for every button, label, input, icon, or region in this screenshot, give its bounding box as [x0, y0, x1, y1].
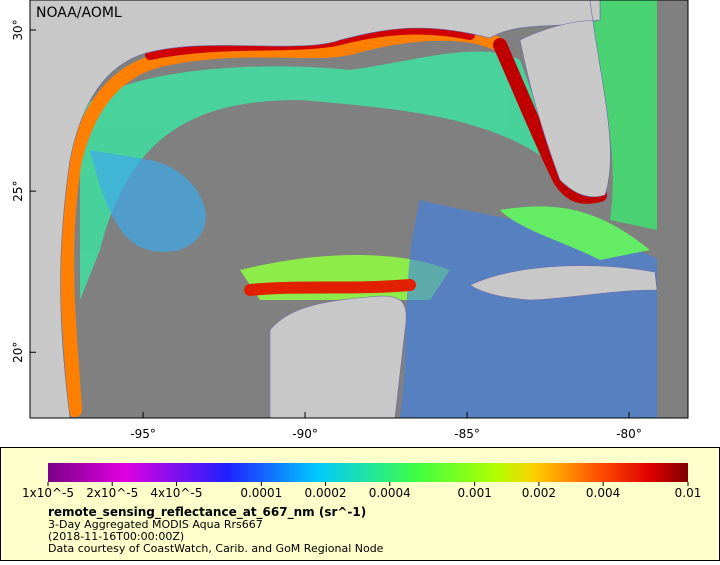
dataset: 3-Day Aggregated MODIS Aqua Rrs667	[48, 518, 263, 531]
credit: Data courtesy of CoastWatch, Carib. and …	[48, 542, 384, 555]
water-color	[80, 0, 660, 418]
colorbar-tick-label: 0.0004	[369, 486, 411, 500]
colorbar	[48, 463, 688, 482]
variable-name: remote_sensing_reflectance_at_667_nm (sr…	[48, 505, 366, 520]
colorbar-tick-label: 2x10^-5	[86, 486, 138, 500]
time: (2018-11-16T00:00:00Z)	[48, 530, 184, 543]
map-label: NOAA/AOML	[36, 5, 122, 21]
colorbar-tick-label: 0.002	[522, 486, 556, 500]
land	[30, 0, 688, 418]
colorbar-tick-label: 0.0001	[240, 486, 282, 500]
x-tick-label: -80°	[616, 427, 642, 441]
colorbar-tick-label: 4x10^-5	[150, 486, 202, 500]
colorbar-tick-label: 0.01	[675, 486, 702, 500]
colorbar-tick-label: 0.0002	[305, 486, 347, 500]
y-tick-label: 30°	[11, 19, 25, 40]
y-tick-label: 25°	[11, 180, 25, 201]
map-area: NOAA/AOML	[30, 0, 688, 418]
x-tick-label: -95°	[130, 427, 156, 441]
colorbar-tick-label: 1x10^-5	[22, 486, 74, 500]
x-tick-label: -90°	[292, 427, 318, 441]
colorbar-tick-label: 0.001	[457, 486, 491, 500]
y-tick-label: 20°	[11, 342, 25, 363]
x-tick-label: -85°	[454, 427, 480, 441]
map-frame	[29, 0, 689, 419]
label-box	[32, 2, 114, 22]
colorbar-tick-label: 0.004	[586, 486, 620, 500]
